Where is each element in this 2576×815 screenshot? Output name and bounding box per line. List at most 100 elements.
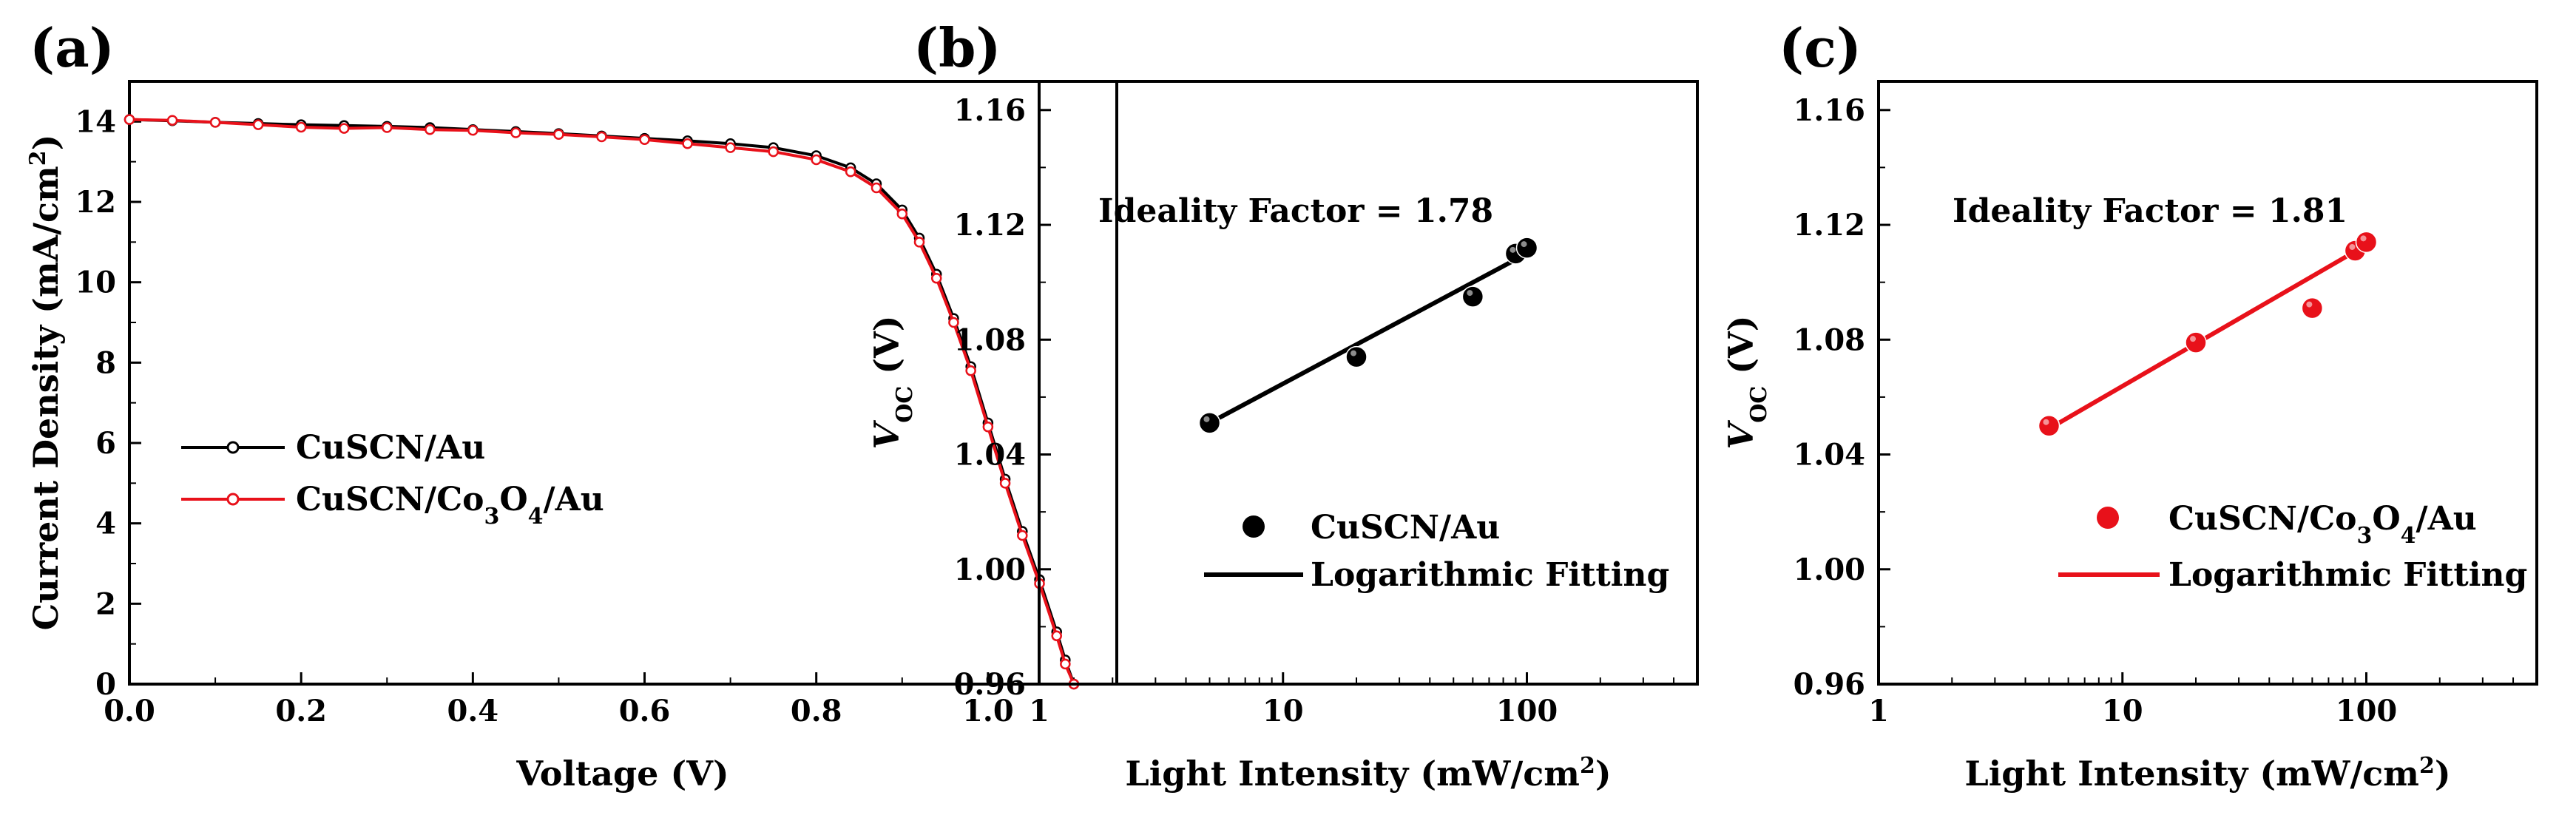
panel-a-ylabel: Current Density (mA/cm2) bbox=[25, 135, 67, 631]
legend-label-c-scatter: CuSCN/Co3O4/Au bbox=[2168, 500, 2477, 549]
data-point bbox=[596, 131, 607, 143]
data-point-highlight bbox=[1350, 350, 1357, 356]
data-point bbox=[965, 365, 976, 376]
panel-c-frame bbox=[1877, 80, 2538, 686]
x-tick-label: 0.0 bbox=[104, 694, 155, 728]
data-point bbox=[639, 134, 650, 146]
data-point bbox=[467, 125, 479, 136]
panel-b-ideality-annotation: Ideality Factor = 1.78 bbox=[1098, 192, 1493, 230]
data-point-highlight bbox=[2306, 301, 2313, 308]
data-point-highlight bbox=[1521, 241, 1527, 248]
data-point-highlight bbox=[1467, 290, 1473, 297]
data-point bbox=[811, 154, 822, 166]
panel-b-series bbox=[1198, 237, 1538, 434]
y-tick-label: 8 bbox=[95, 345, 116, 380]
y-tick-label: 0 bbox=[95, 667, 116, 702]
series-line-cuscn-au bbox=[129, 118, 1075, 685]
panel-b-ticks: 1 10 100 0.96 1.00 1.04 1.08 1.12 1.16 bbox=[954, 93, 1698, 728]
y-tick-label: 1.16 bbox=[954, 93, 1026, 128]
data-point bbox=[1515, 237, 1538, 259]
data-point-highlight bbox=[2360, 235, 2367, 242]
x-tick-label: 0.6 bbox=[619, 694, 671, 728]
panel-b-letter: (b) bbox=[913, 16, 1001, 79]
y-tick-label: 1.12 bbox=[954, 208, 1026, 243]
data-point bbox=[1060, 658, 1071, 670]
panel-c-ideality-annotation: Ideality Factor = 1.81 bbox=[1953, 192, 2347, 230]
y-tick-label: 1.04 bbox=[954, 438, 1026, 473]
data-point bbox=[1198, 412, 1221, 434]
fit-line bbox=[2047, 243, 2368, 431]
y-tick-label: 1.00 bbox=[1794, 552, 1865, 587]
data-point bbox=[999, 478, 1011, 489]
x-tick-label: 0.8 bbox=[791, 694, 842, 728]
data-point bbox=[2185, 331, 2207, 354]
x-tick-label: 1.0 bbox=[962, 694, 1014, 728]
panel-c-legend: CuSCN/Co3O4/Au Logarithmic Fitting bbox=[2058, 500, 2527, 594]
panel-b-xlabel: Light Intensity (mW/cm2) bbox=[1125, 753, 1611, 794]
panel-b-frame bbox=[1038, 80, 1699, 686]
y-tick-label: 1.00 bbox=[954, 552, 1026, 587]
data-point bbox=[252, 119, 264, 130]
data-point bbox=[1461, 285, 1484, 308]
data-point bbox=[871, 182, 882, 194]
data-point bbox=[510, 127, 521, 138]
panel-b-legend: CuSCN/Au Logarithmic Fitting bbox=[1204, 509, 1669, 594]
data-point-highlight bbox=[2190, 336, 2197, 342]
y-tick-label: 0.96 bbox=[1794, 667, 1865, 702]
data-point bbox=[425, 124, 436, 135]
panel-a-frame bbox=[128, 80, 1118, 686]
x-tick-label: 1 bbox=[1029, 694, 1049, 728]
legend-label-cuscn-co3o4-au: CuSCN/Co3O4/Au bbox=[296, 481, 604, 530]
data-point bbox=[930, 272, 942, 284]
data-point-highlight bbox=[2349, 243, 2356, 250]
panel-a-series bbox=[124, 114, 1080, 690]
y-tick-label: 0.96 bbox=[954, 667, 1026, 702]
panel-c: (c) 1 10 100 0.96 1.00 1.04 1.08 1.12 1.16 Ideal… bbox=[1721, 16, 2538, 794]
x-tick-label: 100 bbox=[2336, 694, 2398, 728]
x-tick-label: 100 bbox=[1496, 694, 1558, 728]
panel-b-ylabel: VOC (V) bbox=[867, 316, 918, 450]
data-point bbox=[338, 123, 350, 134]
panel-a-legend: CuSCN/Au CuSCN/Co3O4/Au bbox=[181, 429, 604, 530]
legend-label-b-fit: Logarithmic Fitting bbox=[1311, 556, 1669, 594]
y-tick-label: 1.08 bbox=[954, 322, 1026, 357]
y-tick-label: 10 bbox=[75, 266, 116, 300]
data-point-highlight bbox=[1510, 246, 1516, 253]
panel-b: (b) 1 10 100 0.96 1.00 1.04 1.08 1.12 1.16 Ideal… bbox=[867, 16, 1699, 794]
y-tick-label: 14 bbox=[75, 104, 116, 139]
y-tick-label: 1.16 bbox=[1794, 93, 1865, 128]
data-point bbox=[553, 129, 564, 140]
data-point bbox=[725, 142, 736, 153]
data-point bbox=[768, 146, 779, 158]
data-point bbox=[295, 121, 307, 133]
data-point-highlight bbox=[2043, 419, 2049, 425]
series-line-cuscn-co3o4-au bbox=[129, 118, 1075, 685]
data-point bbox=[896, 209, 908, 220]
x-tick-label: 10 bbox=[1262, 694, 1304, 728]
data-point bbox=[166, 115, 178, 126]
data-point bbox=[2038, 414, 2061, 437]
fit-line bbox=[1208, 251, 1528, 425]
legend-swatch-cuscn-co3o4-au bbox=[181, 493, 285, 506]
data-point bbox=[2301, 297, 2324, 319]
legend-label-c-fit: Logarithmic Fitting bbox=[2168, 556, 2527, 594]
panel-a-xlabel: Voltage (V) bbox=[515, 754, 728, 794]
legend-swatch-cuscn-au bbox=[181, 441, 285, 454]
data-point bbox=[2355, 231, 2378, 254]
x-tick-label: 1 bbox=[1868, 694, 1889, 728]
legend-label-cuscn-au: CuSCN/Au bbox=[296, 429, 485, 467]
y-tick-label: 2 bbox=[95, 586, 116, 621]
legend-label-b-scatter: CuSCN/Au bbox=[1311, 509, 1500, 547]
data-point bbox=[209, 117, 221, 128]
y-tick-label: 6 bbox=[95, 426, 116, 461]
data-point bbox=[913, 237, 925, 248]
y-tick-label: 4 bbox=[95, 507, 116, 541]
panel-c-ticks: 1 10 100 0.96 1.00 1.04 1.08 1.12 1.16 bbox=[1794, 93, 2538, 728]
y-tick-label: 12 bbox=[75, 185, 116, 220]
data-point bbox=[1051, 630, 1062, 642]
data-point bbox=[682, 138, 693, 149]
panel-c-series bbox=[2038, 231, 2378, 437]
